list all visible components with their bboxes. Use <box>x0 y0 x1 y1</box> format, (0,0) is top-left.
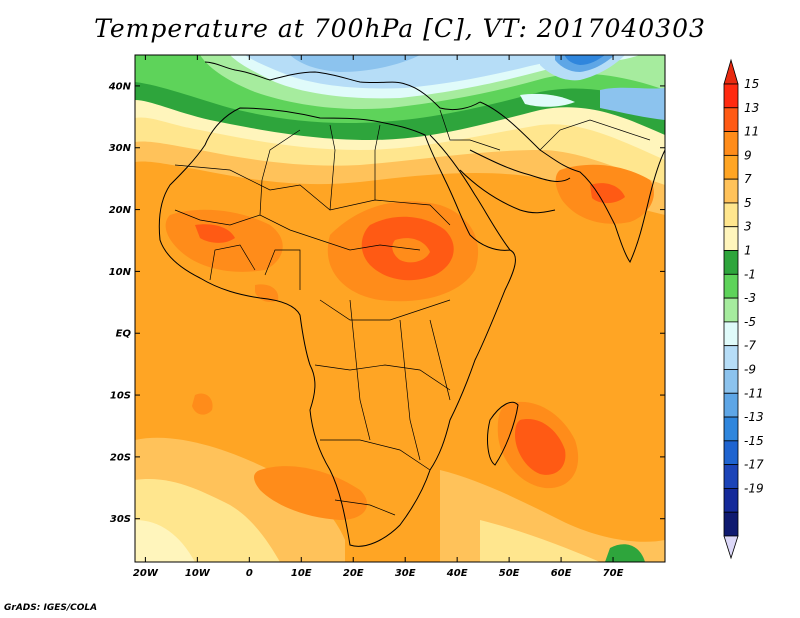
lon-tick-label: 40E <box>446 568 468 579</box>
lat-tick-label: EQ <box>116 329 132 340</box>
colorbar-label: -7 <box>744 339 756 353</box>
credit-text: GrADS: IGES/COLA <box>4 603 98 613</box>
colorbar-label: 1 <box>744 244 752 258</box>
colorbar-swatch <box>723 83 739 109</box>
colorbar-label: 7 <box>744 172 752 186</box>
map-title: Temperature at 700hPa [C], VT: 201704030… <box>94 14 706 43</box>
colorbar-swatch <box>723 440 739 466</box>
colorbar-label: 11 <box>744 125 759 139</box>
colorbar-swatch <box>723 178 739 204</box>
colorbar-label: -19 <box>744 481 764 495</box>
lat-tick-label: 30S <box>110 514 131 525</box>
country-borders <box>174 109 651 516</box>
colorbar-swatch <box>723 464 739 489</box>
colorbar-overflow-high <box>723 58 739 85</box>
lon-tick-label: 10E <box>291 568 312 579</box>
colorbar-swatch <box>723 226 739 251</box>
temperature-field <box>135 55 665 562</box>
colorbar-label: -13 <box>744 410 764 424</box>
colorbar-swatch <box>723 369 739 394</box>
colorbar-label: -17 <box>744 458 764 472</box>
colorbar-swatch <box>723 416 739 442</box>
colorbar-swatch <box>723 297 739 323</box>
colorbar-swatch <box>723 321 739 347</box>
colorbar-swatch <box>723 273 739 299</box>
lon-tick-label: 20W <box>133 568 159 579</box>
colorbar-swatch <box>723 154 739 180</box>
colorbar-swatch <box>723 392 739 418</box>
lat-tick-label: 40N <box>108 81 132 92</box>
colorbar-swatch <box>723 131 739 156</box>
coastlines <box>158 61 665 547</box>
colorbar-swatch <box>723 488 739 513</box>
lon-tick-label: 20E <box>343 568 364 579</box>
colorbar-label: 5 <box>744 196 752 210</box>
plot-frame <box>134 54 666 563</box>
colorbar-swatch <box>723 511 739 537</box>
colorbar-label: 15 <box>744 77 759 91</box>
colorbar-label: -5 <box>744 315 756 329</box>
colorbar-label: -3 <box>744 291 756 305</box>
lat-tick-label: 20N <box>109 205 132 216</box>
lon-tick-label: 60E <box>551 568 572 579</box>
lon-tick-label: 70E <box>603 568 624 579</box>
colorbar-overflow-low <box>723 535 739 560</box>
colorbar-label: 13 <box>744 101 759 115</box>
colorbar-label: -15 <box>744 434 764 448</box>
colorbar-swatch <box>723 345 739 370</box>
lon-tick-label: 0 <box>246 568 253 579</box>
lon-tick-label: 30E <box>395 568 416 579</box>
colorbar-label: 9 <box>744 148 752 162</box>
lat-tick-label: 10N <box>109 267 132 278</box>
colorbar-swatch <box>723 202 739 228</box>
colorbar-label: -11 <box>744 386 764 400</box>
lon-tick-label: 50E <box>499 568 520 579</box>
lat-tick-label: 10S <box>110 391 131 402</box>
colorbar-swatch <box>723 107 739 132</box>
colorbar-label: -9 <box>744 362 756 376</box>
lat-tick-label: 30N <box>109 143 132 154</box>
colorbar-label: -1 <box>744 267 756 281</box>
lat-tick-label: 20S <box>110 452 131 463</box>
colorbar-label: 3 <box>744 220 752 234</box>
colorbar: 15 13 11 9 7 5 3 1 -1 -3 -5 -7 -9 -11 -13 -15 -17 -19 <box>723 58 764 560</box>
lon-tick-label: 10W <box>185 568 211 579</box>
colorbar-swatch <box>723 250 739 275</box>
axes: 40N 30N 20N 10N EQ 10S 20S 30S 20W 10W 0 10E 20E 30E 4… <box>108 55 665 579</box>
